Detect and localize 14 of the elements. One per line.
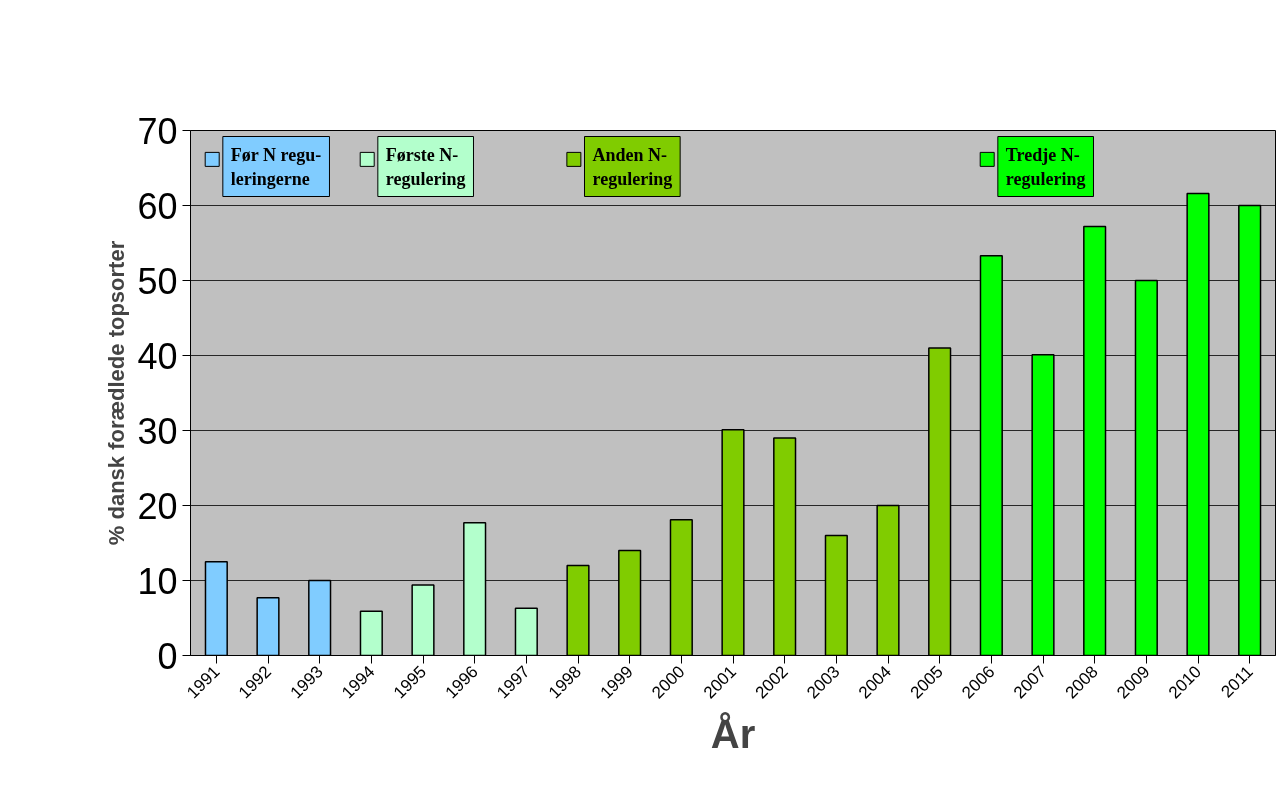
y-axis-title: % dansk forædlede topsorter bbox=[104, 240, 130, 546]
legend-label: Tredje N- regulering bbox=[1005, 144, 1086, 189]
legend-label: Før N regu- leringerne bbox=[230, 144, 322, 189]
y-tick-label: 50 bbox=[137, 260, 178, 302]
y-tick-label: 40 bbox=[137, 335, 178, 377]
y-tick-label: 30 bbox=[137, 410, 178, 452]
y-tick-label: 0 bbox=[157, 635, 178, 677]
x-axis-title: År bbox=[710, 711, 756, 756]
y-tick-label: 70 bbox=[137, 110, 178, 152]
legend-label: Anden N- regulering bbox=[592, 144, 673, 189]
y-tick-label: 10 bbox=[137, 560, 178, 602]
y-tick-label: 60 bbox=[137, 185, 178, 227]
legend-label: Første N- regulering bbox=[385, 144, 466, 189]
y-tick-label: 20 bbox=[137, 485, 178, 527]
